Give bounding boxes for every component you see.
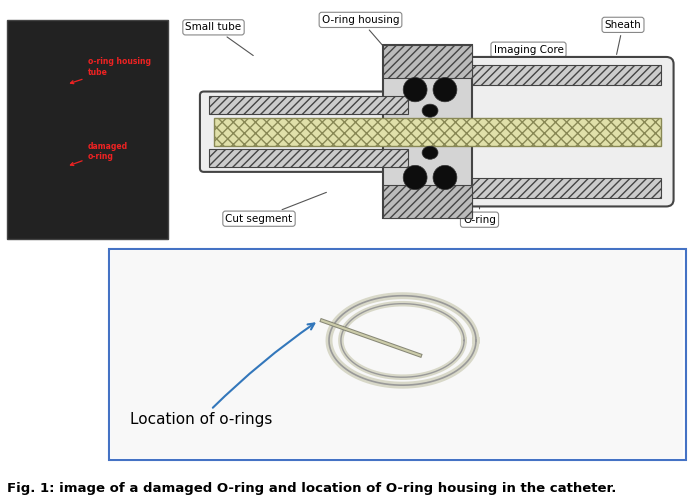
Text: Cut segment: Cut segment bbox=[225, 192, 326, 224]
Text: Fig. 1: image of a damaged O-ring and location of O-ring housing in the catheter: Fig. 1: image of a damaged O-ring and lo… bbox=[7, 482, 617, 495]
Ellipse shape bbox=[433, 78, 457, 102]
FancyBboxPatch shape bbox=[111, 250, 683, 458]
Bar bbox=[214, 118, 661, 146]
Ellipse shape bbox=[422, 104, 438, 117]
Bar bbox=[423, 178, 662, 198]
Bar bbox=[383, 45, 473, 218]
Text: O-ring housing: O-ring housing bbox=[322, 15, 399, 50]
Text: Sheath: Sheath bbox=[605, 20, 641, 55]
Ellipse shape bbox=[433, 166, 457, 190]
Text: Imaging Core: Imaging Core bbox=[494, 45, 564, 77]
Text: Small tube: Small tube bbox=[186, 22, 253, 56]
Text: O-ring: O-ring bbox=[463, 194, 496, 225]
Bar bbox=[209, 96, 407, 114]
Ellipse shape bbox=[403, 78, 427, 102]
FancyBboxPatch shape bbox=[7, 20, 168, 239]
Bar bbox=[423, 66, 662, 85]
Ellipse shape bbox=[422, 146, 438, 159]
FancyBboxPatch shape bbox=[108, 248, 686, 460]
Bar bbox=[383, 185, 473, 218]
Text: Location of o-rings: Location of o-rings bbox=[130, 324, 314, 427]
FancyBboxPatch shape bbox=[200, 91, 412, 172]
Text: damaged
o-ring: damaged o-ring bbox=[71, 142, 127, 166]
Text: o-ring housing
tube: o-ring housing tube bbox=[71, 57, 150, 83]
Bar bbox=[383, 45, 473, 78]
FancyBboxPatch shape bbox=[410, 57, 673, 206]
Ellipse shape bbox=[403, 166, 427, 190]
Bar bbox=[209, 150, 407, 167]
